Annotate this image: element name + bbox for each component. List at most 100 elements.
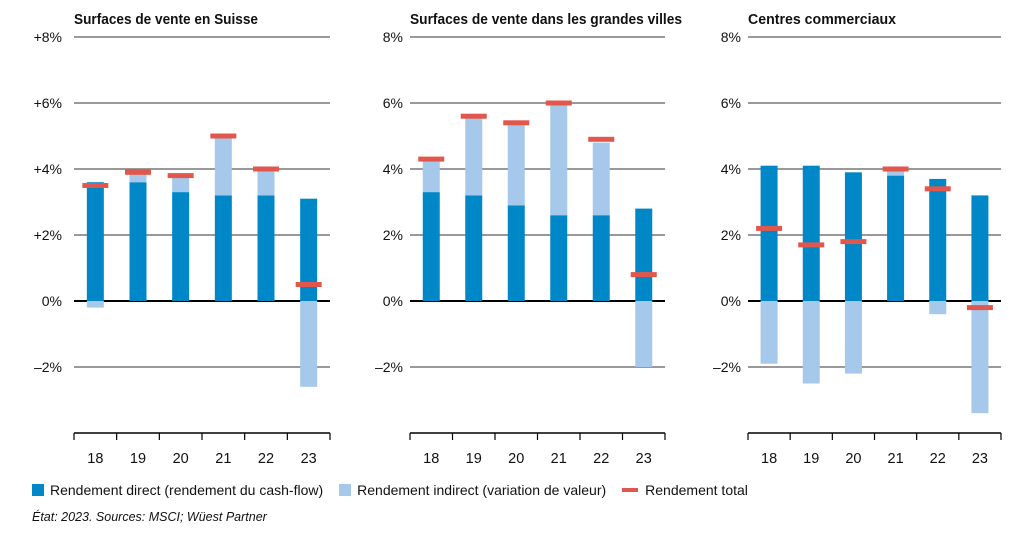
y-tick-label-3-0: –2% bbox=[713, 359, 741, 375]
x-tick-label-2-19: 19 bbox=[466, 451, 482, 467]
legend-swatch-indirect bbox=[339, 484, 352, 496]
x-tick-label-2-21: 21 bbox=[551, 451, 567, 467]
x-tick-label-1-23: 23 bbox=[301, 451, 317, 467]
bar-indirect-2-22 bbox=[592, 142, 610, 216]
y-tick-label-3-3: 4% bbox=[721, 161, 741, 177]
marker-total-2-19 bbox=[460, 113, 487, 119]
marker-total-3-20 bbox=[840, 239, 867, 245]
marker-total-2-21 bbox=[545, 100, 572, 106]
bar-indirect-1-22 bbox=[257, 169, 275, 196]
bar-direct-2-20 bbox=[507, 205, 525, 301]
bar-direct-3-23 bbox=[971, 195, 989, 301]
y-tick-label-3-1: 0% bbox=[721, 293, 741, 309]
bar-direct-3-21 bbox=[887, 175, 905, 301]
bar-indirect-3-21 bbox=[887, 169, 905, 176]
marker-total-1-21 bbox=[210, 133, 237, 139]
legend-label-indirect: Rendement indirect (variation de valeur) bbox=[357, 482, 607, 498]
marker-total-1-20 bbox=[167, 173, 194, 179]
x-tick-label-1-22: 22 bbox=[258, 451, 274, 467]
marker-total-2-20 bbox=[503, 120, 530, 126]
bar-direct-1-20 bbox=[172, 192, 190, 301]
bar-direct-2-18 bbox=[422, 192, 440, 301]
x-tick-label-3-22: 22 bbox=[930, 451, 946, 467]
bar-indirect-2-20 bbox=[507, 122, 525, 206]
marker-total-1-18 bbox=[82, 183, 109, 188]
x-tick-label-2-18: 18 bbox=[423, 451, 439, 467]
bar-indirect-2-21 bbox=[550, 103, 568, 216]
marker-total-2-18 bbox=[418, 156, 445, 162]
y-tick-label-1-5: +8% bbox=[34, 29, 62, 45]
marker-total-3-19 bbox=[798, 242, 825, 248]
bar-indirect-1-21 bbox=[214, 136, 232, 196]
legend: Rendement direct (rendement du cash-flow… bbox=[32, 482, 764, 498]
y-tick-label-3-4: 6% bbox=[721, 95, 741, 111]
bar-indirect-3-19 bbox=[802, 301, 820, 384]
bar-direct-1-19 bbox=[129, 182, 147, 301]
x-tick-label-1-20: 20 bbox=[173, 451, 189, 467]
y-tick-label-1-1: 0% bbox=[42, 293, 62, 309]
bar-direct-3-18 bbox=[760, 165, 778, 301]
bar-indirect-1-18 bbox=[86, 301, 104, 308]
bar-indirect-1-19 bbox=[129, 172, 147, 183]
x-tick-label-1-19: 19 bbox=[130, 451, 146, 467]
legend-label-total: Rendement total bbox=[645, 482, 748, 498]
y-tick-label-1-4: +6% bbox=[34, 95, 62, 111]
marker-total-1-22 bbox=[253, 166, 279, 172]
marker-total-3-23 bbox=[966, 305, 993, 311]
charts-area: Surfaces de vente en Suisse –2% 0% +2% +4% +6… bbox=[34, 12, 1002, 467]
bar-indirect-2-19 bbox=[465, 116, 483, 196]
x-tick-label-2-22: 22 bbox=[593, 451, 609, 467]
bar-direct-2-19 bbox=[465, 195, 483, 301]
y-tick-label-2-3: 4% bbox=[383, 161, 403, 177]
bar-direct-1-18 bbox=[86, 182, 104, 301]
marker-total-3-22 bbox=[924, 186, 951, 192]
marker-total-3-21 bbox=[882, 166, 909, 172]
legend-swatch-direct bbox=[32, 484, 44, 496]
x-tick-label-3-23: 23 bbox=[972, 451, 988, 467]
bar-direct-3-20 bbox=[844, 172, 862, 301]
y-tick-label-1-3: +4% bbox=[34, 161, 62, 177]
legend-item-total: Rendement total bbox=[622, 482, 748, 498]
source-footnote: État: 2023. Sources: MSCI; Wüest Partner bbox=[32, 510, 267, 524]
x-tick-label-1-21: 21 bbox=[215, 451, 231, 467]
x-tick-label-3-21: 21 bbox=[888, 451, 904, 467]
bar-direct-2-22 bbox=[592, 215, 610, 301]
y-tick-label-2-4: 6% bbox=[383, 95, 403, 111]
x-tick-label-3-20: 20 bbox=[845, 451, 861, 467]
y-tick-label-2-2: 2% bbox=[383, 227, 403, 243]
x-tick-label-3-19: 19 bbox=[803, 451, 819, 467]
bar-indirect-2-23 bbox=[635, 301, 653, 367]
marker-total-2-22 bbox=[588, 136, 615, 142]
bar-direct-2-23 bbox=[635, 208, 653, 301]
y-tick-label-1-2: +2% bbox=[34, 227, 62, 243]
bar-indirect-1-20 bbox=[172, 175, 190, 193]
bar-indirect-3-20 bbox=[844, 301, 862, 374]
chart-title-1: Surfaces de vente en Suisse bbox=[74, 12, 258, 28]
legend-item-direct: Rendement direct (rendement du cash-flow… bbox=[32, 482, 323, 498]
y-tick-label-3-5: 8% bbox=[721, 29, 741, 45]
legend-item-indirect: Rendement indirect (variation de valeur) bbox=[339, 482, 606, 498]
bar-indirect-2-18 bbox=[422, 159, 440, 193]
legend-swatch-total bbox=[622, 488, 639, 492]
bar-indirect-1-23 bbox=[300, 301, 318, 387]
marker-total-1-23 bbox=[295, 282, 322, 287]
bar-direct-1-22 bbox=[257, 195, 275, 301]
marker-total-2-23 bbox=[630, 272, 657, 278]
bar-direct-1-23 bbox=[300, 198, 318, 301]
bar-direct-3-19 bbox=[802, 165, 820, 301]
y-tick-label-2-5: 8% bbox=[383, 29, 403, 45]
bar-direct-1-21 bbox=[214, 195, 232, 301]
bar-indirect-3-23 bbox=[971, 301, 989, 414]
y-tick-label-2-0: –2% bbox=[375, 359, 403, 375]
marker-total-3-18 bbox=[756, 225, 783, 231]
x-tick-label-3-18: 18 bbox=[761, 451, 777, 467]
bar-direct-2-21 bbox=[550, 215, 568, 301]
bar-indirect-3-18 bbox=[760, 301, 778, 364]
x-tick-label-1-18: 18 bbox=[87, 451, 103, 467]
x-tick-label-2-23: 23 bbox=[636, 451, 652, 467]
y-tick-label-3-2: 2% bbox=[721, 227, 741, 243]
x-tick-label-2-20: 20 bbox=[508, 451, 524, 467]
y-tick-label-2-1: 0% bbox=[383, 293, 403, 309]
chart-title-2: Surfaces de vente dans les grandes ville… bbox=[410, 12, 682, 28]
bar-indirect-3-22 bbox=[929, 301, 947, 315]
